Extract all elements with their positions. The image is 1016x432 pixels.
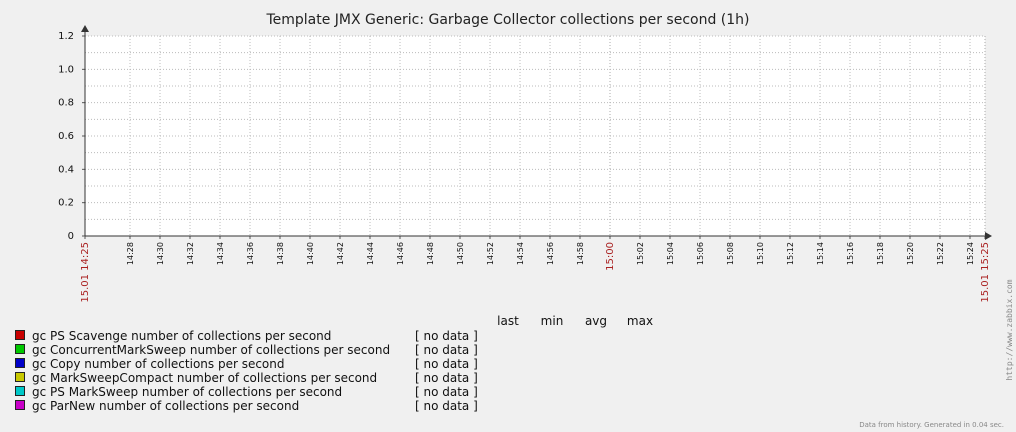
x-tick-label: 14:52 [486, 242, 495, 265]
legend-swatch [15, 372, 25, 382]
legend-swatch [15, 400, 25, 410]
legend-series-name: gc ParNew number of collections per seco… [32, 399, 299, 413]
legend-column-header: min [541, 314, 564, 328]
legend-series-value: [ no data ] [415, 343, 478, 357]
x-tick-label: 14:44 [366, 242, 375, 265]
x-tick-label: 14:36 [246, 242, 255, 265]
x-tick-label: 14:30 [156, 242, 165, 265]
x-tick-label: 15:20 [906, 242, 915, 265]
x-tick-label: 15.01 15:25 [980, 242, 991, 303]
y-tick-label: 0 [68, 231, 74, 242]
legend-series-value: [ no data ] [415, 357, 478, 371]
y-tick-label: 1.0 [58, 64, 74, 75]
y-axis-arrow [81, 25, 89, 32]
x-tick-label: 15:02 [636, 242, 645, 265]
x-tick-label: 14:48 [426, 242, 435, 265]
x-tick-label: 15:14 [816, 242, 825, 265]
x-tick-label: 14:40 [306, 242, 315, 265]
legend-series-name: gc ConcurrentMarkSweep number of collect… [32, 343, 390, 357]
x-tick-label: 14:58 [576, 242, 585, 265]
y-tick-label: 0.6 [58, 131, 74, 142]
x-axis-arrow [985, 232, 992, 240]
x-tick-label: 14:42 [336, 242, 345, 265]
x-tick-label: 14:28 [126, 242, 135, 265]
legend-series-value: [ no data ] [415, 385, 478, 399]
x-tick-label: 14:38 [276, 242, 285, 265]
legend-swatch [15, 386, 25, 396]
x-tick-label: 15:16 [846, 242, 855, 265]
chart-title: Template JMX Generic: Garbage Collector … [265, 12, 749, 28]
x-tick-label: 15:12 [786, 242, 795, 265]
x-tick-label: 14:32 [186, 242, 195, 265]
y-tick-label: 1.2 [58, 31, 74, 42]
x-tick-label: 15:18 [876, 242, 885, 265]
y-tick-label: 0.8 [58, 98, 74, 109]
legend-series-value: [ no data ] [415, 329, 478, 343]
x-tick-label: 15:08 [726, 242, 735, 265]
x-tick-label: 15:06 [696, 242, 705, 265]
x-tick-label: 14:34 [216, 242, 225, 265]
x-tick-label: 14:54 [516, 242, 525, 265]
legend-series-value: [ no data ] [415, 399, 478, 413]
x-tick-label: 14:46 [396, 242, 405, 265]
footer-text: Data from history. Generated in 0.04 sec… [859, 421, 1004, 429]
legend-swatch [15, 344, 25, 354]
x-tick-label: 15:00 [605, 242, 616, 271]
y-tick-label: 0.4 [58, 164, 74, 175]
x-tick-label: 15:22 [936, 242, 945, 265]
legend-series-name: gc MarkSweepCompact number of collection… [32, 371, 377, 385]
legend-swatch [15, 358, 25, 368]
x-tick-label: 14:50 [456, 242, 465, 265]
legend-column-header: avg [585, 314, 607, 328]
x-tick-label: 15.01 14:25 [80, 242, 91, 303]
legend-series-name: gc Copy number of collections per second [32, 357, 285, 371]
legend: last min avg max gc PS Scavenge number of co… [15, 314, 653, 413]
legend-series-name: gc PS MarkSweep number of collections pe… [32, 385, 342, 399]
plot-area: 0 0.2 0.4 0.6 0.8 1.0 1.2 15.01 14:25 14:28 14:30… [58, 25, 992, 303]
y-tick-label: 0.2 [58, 198, 74, 209]
x-tick-label: 14:56 [546, 242, 555, 265]
legend-series-value: [ no data ] [415, 371, 478, 385]
x-tick-label: 15:04 [666, 242, 675, 265]
zabbix-watermark: http://www.zabbix.com [1005, 279, 1014, 380]
x-tick-label: 15:24 [966, 242, 975, 265]
legend-swatch [15, 330, 25, 340]
legend-series-name: gc PS Scavenge number of collections per… [32, 329, 331, 343]
x-tick-label: 15:10 [756, 242, 765, 265]
legend-column-header: last [497, 314, 519, 328]
legend-column-header: max [627, 314, 653, 328]
